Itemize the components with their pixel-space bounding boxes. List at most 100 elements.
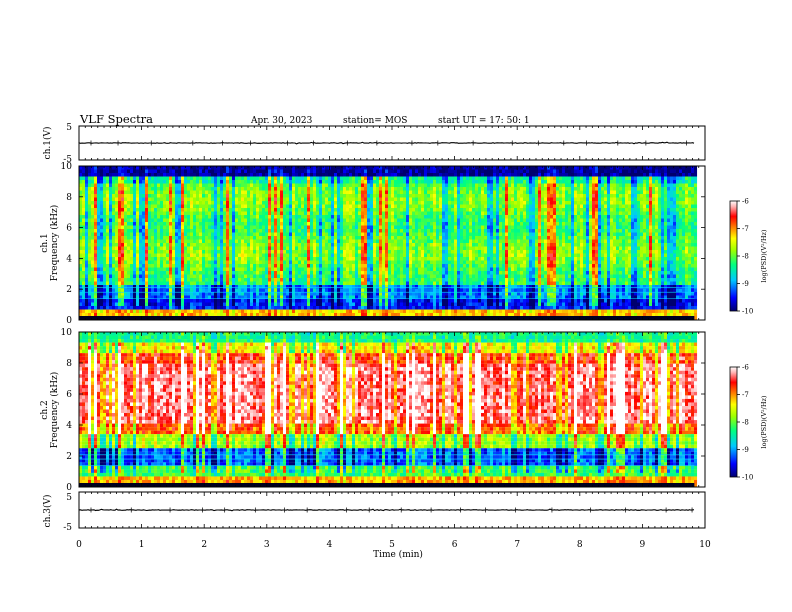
spectrogram-cell — [220, 303, 223, 307]
spectrogram-cell — [358, 254, 361, 258]
spectrogram-cell — [385, 257, 388, 261]
spectrogram-cell — [205, 278, 208, 282]
spectrogram-cell — [85, 201, 88, 205]
spectrogram-cell — [151, 299, 154, 303]
spectrogram-cell — [178, 198, 181, 202]
spectrogram-cell — [220, 191, 223, 195]
spectrogram-cell — [223, 219, 226, 223]
spectrogram-cell — [142, 184, 145, 188]
spectrogram-cell — [100, 310, 103, 314]
spectrogram-cell — [304, 226, 307, 230]
spectrogram-cell — [289, 264, 292, 268]
spectrogram-cell — [307, 268, 310, 272]
spectrogram-cell — [283, 215, 286, 219]
spectrogram-cell — [370, 243, 373, 247]
spectrogram-cell — [172, 250, 175, 254]
spectrogram-cell — [292, 240, 295, 244]
spectrogram-cell — [166, 236, 169, 240]
spectrogram-cell — [277, 299, 280, 303]
spectrogram-cell — [259, 208, 262, 212]
spectrogram-cell — [109, 184, 112, 188]
spectrogram-cell — [271, 268, 274, 272]
spectrogram-cell — [244, 282, 247, 286]
spectrogram-cell — [403, 261, 406, 265]
spectrogram-cell — [412, 198, 415, 202]
spectrogram-cell — [172, 236, 175, 240]
spectrogram-cell — [115, 173, 118, 177]
spectrogram-cell — [298, 299, 301, 303]
spectrogram-cell — [178, 250, 181, 254]
spectrogram-cell — [232, 247, 235, 251]
spectrogram-cell — [136, 180, 139, 184]
spectrogram-cell — [217, 215, 220, 219]
spectrogram-cell — [169, 173, 172, 177]
spectrogram-cell — [307, 201, 310, 205]
spectrogram-cell — [124, 187, 127, 191]
spectrogram-cell — [139, 278, 142, 282]
spectrogram-cell — [397, 285, 400, 289]
spectrogram-cell — [109, 212, 112, 216]
spectrogram-cell — [313, 233, 316, 237]
spectrogram-cell — [91, 173, 94, 177]
spectrogram-cell — [340, 303, 343, 307]
spectrogram-cell — [286, 247, 289, 251]
spectrogram-cell — [193, 184, 196, 188]
spectrogram-cell — [178, 208, 181, 212]
spectrogram-cell — [193, 205, 196, 209]
spectrogram-cell — [250, 250, 253, 254]
spectrogram-cell — [196, 278, 199, 282]
spectrogram-cell — [388, 310, 391, 314]
spectrogram-cell — [277, 201, 280, 205]
spectrogram-cell — [340, 243, 343, 247]
spectrogram-cell — [280, 236, 283, 240]
spectrogram-cell — [154, 254, 157, 258]
spectrogram-cell — [355, 201, 358, 205]
spectrogram-cell — [91, 215, 94, 219]
spectrogram-cell — [286, 240, 289, 244]
spectrogram-cell — [415, 278, 418, 282]
spectrogram-cell — [346, 219, 349, 223]
spectrogram-cell — [163, 184, 166, 188]
spectrogram-cell — [103, 257, 106, 261]
spectrogram-cell — [130, 250, 133, 254]
spectrogram-cell — [91, 170, 94, 174]
spectrogram-cell — [406, 226, 409, 230]
spectrogram-cell — [202, 236, 205, 240]
spectrogram-cell — [223, 254, 226, 258]
spectrogram-cell — [202, 282, 205, 286]
spectrogram-cell — [97, 173, 100, 177]
spectrogram-cell — [223, 299, 226, 303]
spectrogram-cell — [367, 177, 370, 181]
spectrogram-cell — [196, 198, 199, 202]
spectrogram-cell — [352, 205, 355, 209]
spectrogram-cell — [346, 278, 349, 282]
spectrogram-cell — [340, 226, 343, 230]
spectrogram-cell — [199, 184, 202, 188]
spectrogram-cell — [373, 240, 376, 244]
spectrogram-cell — [97, 191, 100, 195]
spectrogram-cell — [154, 268, 157, 272]
spectrogram-cell — [109, 191, 112, 195]
spectrogram-cell — [235, 243, 238, 247]
spectrogram-cell — [412, 285, 415, 289]
spectrogram-cell — [304, 191, 307, 195]
spectrogram-cell — [403, 285, 406, 289]
spectrogram-cell — [115, 229, 118, 233]
spectrogram-cell — [109, 219, 112, 223]
spectrogram-cell — [271, 191, 274, 195]
spectrogram-cell — [190, 310, 193, 314]
spectrogram-cell — [388, 173, 391, 177]
spectrogram-cell — [289, 275, 292, 279]
spectrogram-cell — [403, 229, 406, 233]
spectrogram-cell — [85, 303, 88, 307]
spectrogram-cell — [376, 240, 379, 244]
spectrogram-cell — [388, 226, 391, 230]
spectrogram-cell — [364, 243, 367, 247]
spectrogram-cell — [244, 212, 247, 216]
spectrogram-cell — [385, 177, 388, 181]
spectrogram-cell — [154, 180, 157, 184]
spectrogram-cell — [283, 173, 286, 177]
spectrogram-cell — [343, 261, 346, 265]
spectrogram-cell — [280, 170, 283, 174]
spectrogram-cell — [256, 226, 259, 230]
